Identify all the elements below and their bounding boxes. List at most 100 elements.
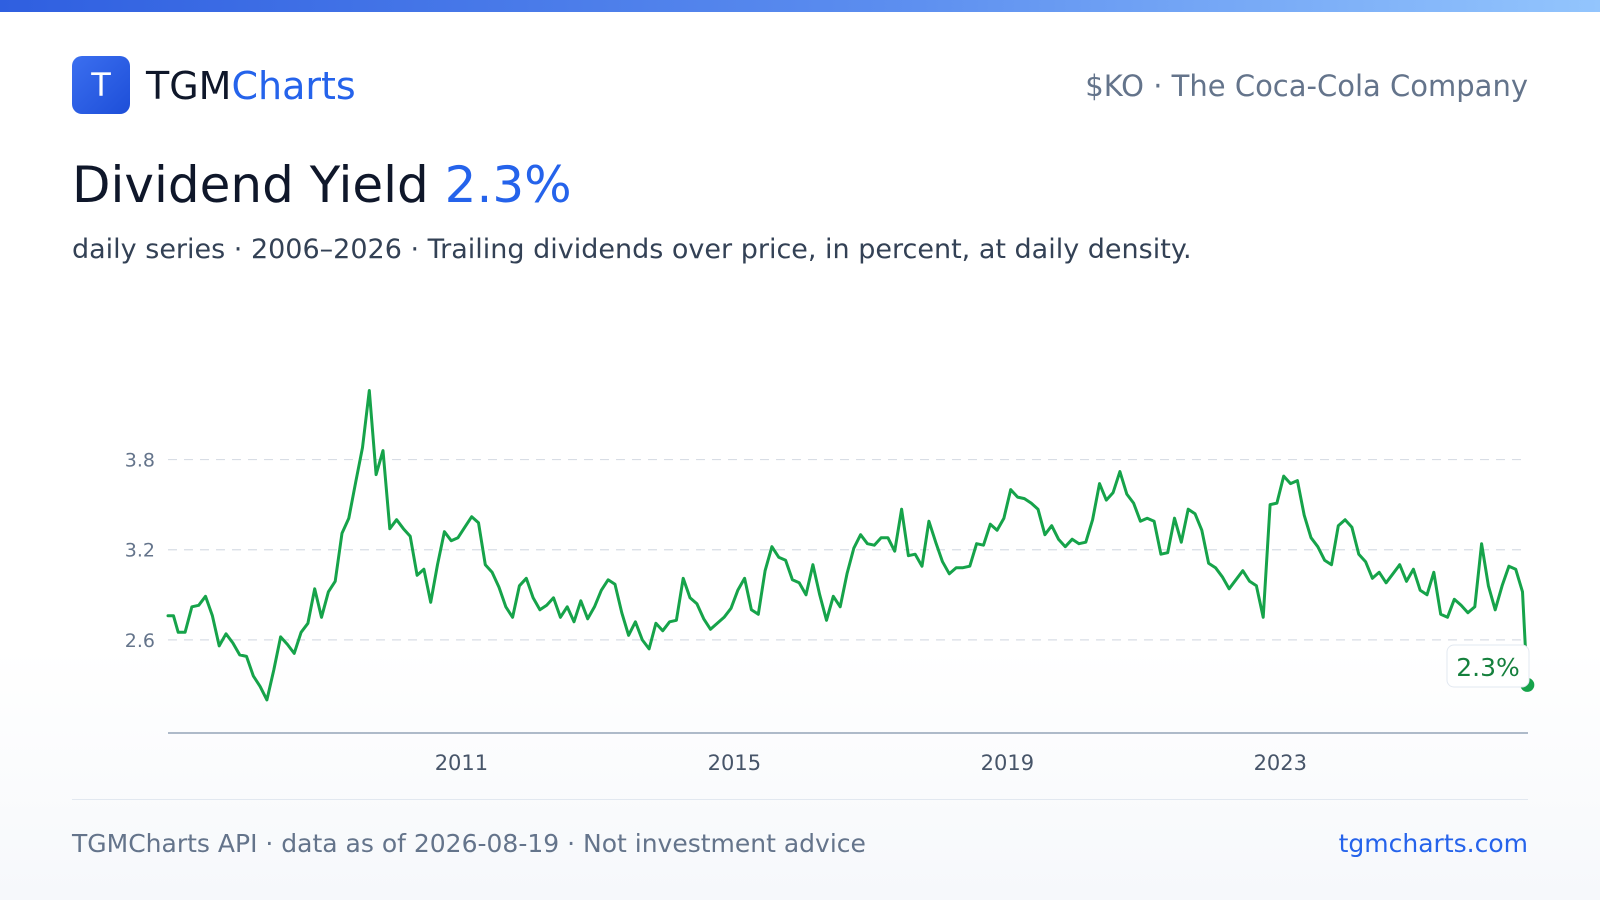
data-point-50 bbox=[505, 606, 506, 607]
data-point-168 bbox=[1311, 537, 1312, 538]
data-point-97 bbox=[826, 620, 827, 621]
data-point-86 bbox=[751, 609, 752, 610]
data-point-145 bbox=[1154, 521, 1155, 522]
data-point-64 bbox=[601, 590, 602, 591]
data-point-58 bbox=[560, 617, 561, 618]
footer-site-link[interactable]: tgmcharts.com bbox=[1338, 829, 1528, 858]
data-point-85 bbox=[744, 578, 745, 579]
page-title-label: Dividend Yield bbox=[72, 156, 429, 214]
data-point-160 bbox=[1256, 585, 1257, 586]
data-point-24 bbox=[328, 591, 329, 592]
data-point-124 bbox=[1010, 489, 1011, 490]
data-point-48 bbox=[492, 572, 493, 573]
data-point-32 bbox=[383, 450, 384, 451]
data-point-134 bbox=[1079, 543, 1080, 544]
footer-divider bbox=[72, 799, 1528, 800]
data-point-19 bbox=[294, 653, 295, 654]
data-point-179 bbox=[1386, 582, 1387, 583]
data-point-147 bbox=[1167, 552, 1168, 553]
data-point-125 bbox=[1017, 497, 1018, 498]
x-tick-label-3: 2023 bbox=[1254, 751, 1307, 775]
data-point-79 bbox=[703, 618, 704, 619]
data-point-17 bbox=[280, 636, 281, 637]
data-point-109 bbox=[908, 555, 909, 556]
data-point-191 bbox=[1467, 612, 1468, 613]
data-point-158 bbox=[1242, 570, 1243, 571]
data-point-137 bbox=[1099, 483, 1100, 484]
data-point-197 bbox=[1508, 566, 1509, 567]
chart-gridlines bbox=[168, 458, 1528, 641]
data-point-46 bbox=[478, 522, 479, 523]
last-value-box bbox=[1446, 644, 1530, 688]
data-point-21 bbox=[307, 623, 308, 624]
data-point-61 bbox=[580, 600, 581, 601]
data-point-196 bbox=[1502, 585, 1503, 586]
data-point-139 bbox=[1113, 492, 1114, 493]
tgmcharts-logo-icon[interactable]: T bbox=[72, 56, 130, 114]
dividend-yield-chart: 2.6 3.2 3.8 2011 2015 2019 2023 2.3% bbox=[125, 389, 1535, 775]
data-point-88 bbox=[765, 570, 766, 571]
footer-disclaimer: TGMCharts API · data as of 2026-08-19 · … bbox=[72, 829, 866, 858]
data-point-135 bbox=[1085, 542, 1086, 543]
data-point-165 bbox=[1290, 483, 1291, 484]
brand-name[interactable]: TGMCharts bbox=[146, 62, 356, 110]
data-point-65 bbox=[608, 579, 609, 580]
data-point-153 bbox=[1208, 563, 1209, 564]
data-point-169 bbox=[1317, 546, 1318, 547]
data-point-28 bbox=[355, 482, 356, 483]
data-point-120 bbox=[983, 545, 984, 546]
data-point-77 bbox=[690, 597, 691, 598]
data-point-167 bbox=[1304, 515, 1305, 516]
data-point-8 bbox=[219, 645, 220, 646]
data-point-37 bbox=[417, 575, 418, 576]
data-point-29 bbox=[362, 447, 363, 448]
data-point-22 bbox=[314, 588, 315, 589]
data-point-0 bbox=[168, 615, 169, 616]
data-point-173 bbox=[1345, 519, 1346, 520]
data-point-68 bbox=[628, 635, 629, 636]
data-point-11 bbox=[239, 654, 240, 655]
data-point-143 bbox=[1140, 521, 1141, 522]
y-tick-label-2: 3.8 bbox=[125, 450, 155, 472]
data-point-81 bbox=[717, 623, 718, 624]
data-point-1 bbox=[173, 615, 174, 616]
ticker-label: $KO · The Coca-Cola Company bbox=[1085, 69, 1528, 103]
data-point-186 bbox=[1433, 572, 1434, 573]
data-point-141 bbox=[1126, 494, 1127, 495]
data-point-36 bbox=[410, 536, 411, 537]
data-point-132 bbox=[1065, 546, 1066, 547]
data-point-142 bbox=[1133, 503, 1134, 504]
data-point-3 bbox=[185, 632, 186, 633]
data-point-175 bbox=[1358, 554, 1359, 555]
data-point-166 bbox=[1297, 480, 1298, 481]
data-point-118 bbox=[969, 566, 970, 567]
data-point-193 bbox=[1481, 543, 1482, 544]
data-point-53 bbox=[526, 578, 527, 579]
data-point-99 bbox=[840, 606, 841, 607]
data-point-10 bbox=[232, 642, 233, 643]
data-point-44 bbox=[464, 527, 465, 528]
data-point-87 bbox=[758, 614, 759, 615]
data-point-20 bbox=[301, 632, 302, 633]
data-point-52 bbox=[519, 585, 520, 586]
data-point-121 bbox=[990, 524, 991, 525]
data-point-178 bbox=[1379, 572, 1380, 573]
data-point-66 bbox=[615, 584, 616, 585]
data-point-12 bbox=[246, 656, 247, 657]
data-point-195 bbox=[1495, 609, 1496, 610]
data-point-115 bbox=[949, 573, 950, 574]
data-point-150 bbox=[1188, 509, 1189, 510]
data-point-111 bbox=[922, 566, 923, 567]
page-title: Dividend Yield 2.3% bbox=[72, 150, 572, 220]
data-point-107 bbox=[894, 551, 895, 552]
data-point-187 bbox=[1440, 614, 1441, 615]
data-point-126 bbox=[1024, 498, 1025, 499]
data-point-116 bbox=[956, 567, 957, 568]
data-point-104 bbox=[874, 545, 875, 546]
data-point-62 bbox=[587, 618, 588, 619]
data-point-190 bbox=[1461, 605, 1462, 606]
data-point-144 bbox=[1147, 518, 1148, 519]
data-point-55 bbox=[539, 609, 540, 610]
data-point-51 bbox=[512, 617, 513, 618]
data-point-80 bbox=[710, 629, 711, 630]
